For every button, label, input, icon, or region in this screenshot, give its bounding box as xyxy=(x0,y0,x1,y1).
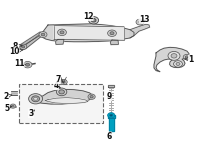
Polygon shape xyxy=(108,115,115,118)
Circle shape xyxy=(56,88,67,96)
Circle shape xyxy=(171,54,177,58)
Polygon shape xyxy=(54,26,124,40)
Circle shape xyxy=(90,96,93,98)
Circle shape xyxy=(20,44,27,49)
Circle shape xyxy=(183,54,190,60)
Circle shape xyxy=(58,29,66,36)
Circle shape xyxy=(138,21,142,23)
Polygon shape xyxy=(19,34,43,50)
Text: 11: 11 xyxy=(14,59,25,68)
Circle shape xyxy=(110,32,114,35)
Circle shape xyxy=(59,90,64,94)
Text: 3: 3 xyxy=(28,109,34,118)
Circle shape xyxy=(12,105,14,107)
FancyBboxPatch shape xyxy=(19,84,103,123)
Circle shape xyxy=(110,114,113,116)
Text: 1: 1 xyxy=(185,55,194,64)
Text: 6: 6 xyxy=(106,132,112,141)
Circle shape xyxy=(26,63,30,66)
Text: 5: 5 xyxy=(4,103,12,113)
Text: 4: 4 xyxy=(53,81,60,90)
Circle shape xyxy=(108,30,116,36)
Text: 2: 2 xyxy=(3,92,12,101)
Circle shape xyxy=(29,94,43,104)
Circle shape xyxy=(60,79,67,85)
Circle shape xyxy=(136,19,144,25)
Text: 8: 8 xyxy=(12,42,22,51)
Polygon shape xyxy=(56,39,64,44)
Circle shape xyxy=(88,94,95,99)
Circle shape xyxy=(39,32,47,37)
Polygon shape xyxy=(20,32,42,46)
Polygon shape xyxy=(130,24,150,38)
Circle shape xyxy=(34,97,38,100)
Text: 13: 13 xyxy=(139,15,149,24)
Circle shape xyxy=(91,19,96,22)
Circle shape xyxy=(22,46,25,48)
Circle shape xyxy=(23,61,32,68)
Polygon shape xyxy=(110,40,118,45)
Circle shape xyxy=(62,81,65,83)
Polygon shape xyxy=(154,47,189,72)
Polygon shape xyxy=(41,24,134,42)
Circle shape xyxy=(10,104,16,108)
Text: 12: 12 xyxy=(83,12,93,21)
Circle shape xyxy=(60,31,64,34)
Circle shape xyxy=(41,33,45,36)
Text: 7: 7 xyxy=(55,75,63,84)
Polygon shape xyxy=(45,98,88,103)
Circle shape xyxy=(176,62,180,65)
Circle shape xyxy=(168,51,180,60)
Text: 10: 10 xyxy=(9,47,22,56)
Circle shape xyxy=(89,17,99,24)
Polygon shape xyxy=(32,89,92,104)
Polygon shape xyxy=(109,118,114,131)
Circle shape xyxy=(174,61,182,67)
Circle shape xyxy=(32,96,40,102)
Text: 9: 9 xyxy=(106,92,112,101)
Circle shape xyxy=(185,56,188,58)
Polygon shape xyxy=(108,85,114,87)
Circle shape xyxy=(108,113,115,118)
